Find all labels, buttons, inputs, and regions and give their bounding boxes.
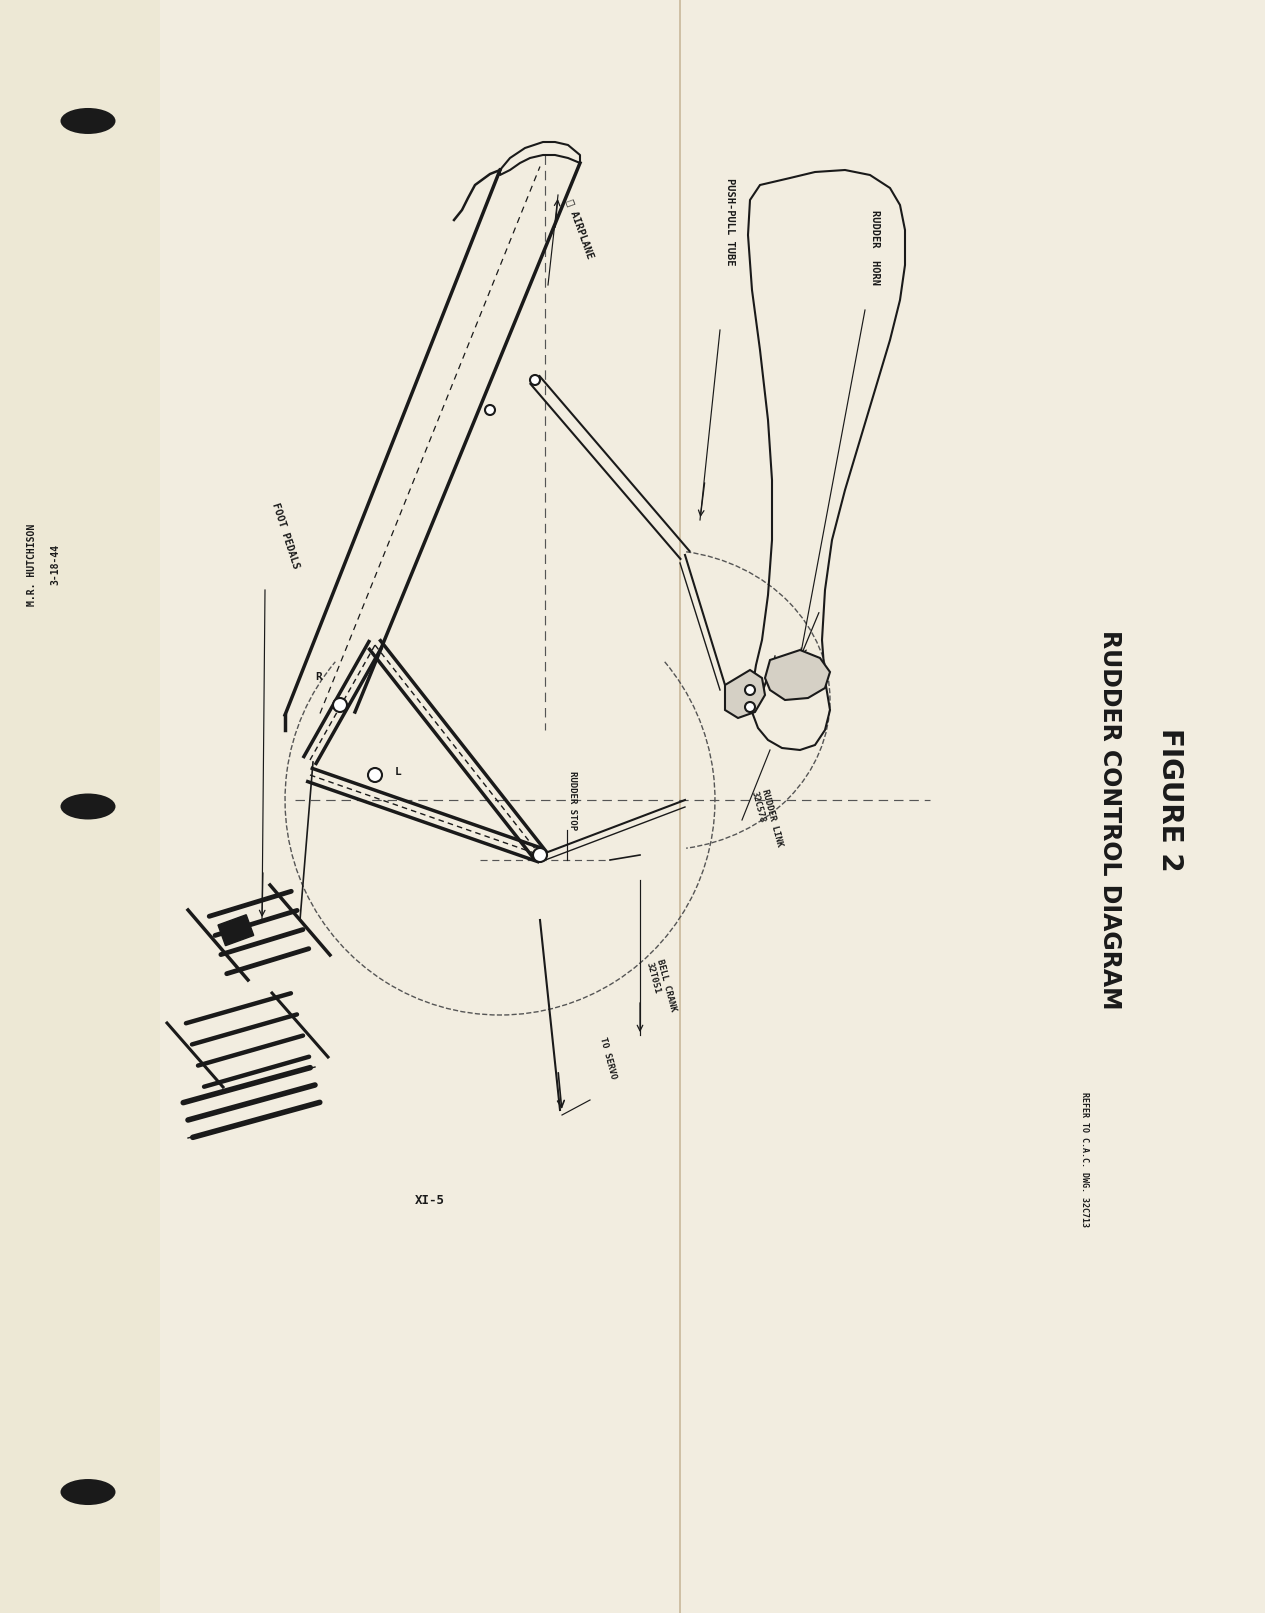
Bar [0, 0, 159, 1613]
Text: XI-5: XI-5 [415, 1194, 445, 1207]
Text: RUDDER STOP: RUDDER STOP [568, 771, 577, 831]
Ellipse shape [61, 794, 115, 819]
Circle shape [368, 768, 382, 782]
Text: FOOT PEDALS: FOOT PEDALS [269, 502, 301, 569]
Circle shape [745, 686, 755, 695]
Circle shape [745, 702, 755, 711]
Text: PUSH-PULL TUBE: PUSH-PULL TUBE [725, 177, 735, 265]
Text: ℄ AIRPLANE: ℄ AIRPLANE [565, 198, 596, 260]
Circle shape [530, 374, 540, 386]
Text: RUDDER  HORN: RUDDER HORN [870, 210, 880, 286]
Circle shape [333, 698, 347, 711]
Text: BELL CRANK
32T051: BELL CRANK 32T051 [645, 958, 678, 1015]
Polygon shape [725, 669, 765, 718]
Text: REFER TO C.A.C. DWG. 32C713: REFER TO C.A.C. DWG. 32C713 [1080, 1092, 1089, 1227]
Text: TO SERVO: TO SERVO [598, 1036, 617, 1081]
Ellipse shape [61, 108, 115, 134]
Text: RUDDER LINK
32C578: RUDDER LINK 32C578 [750, 787, 784, 850]
Text: RUDDER CONTROL DIAGRAM: RUDDER CONTROL DIAGRAM [1098, 631, 1122, 1010]
Bar [218, 915, 254, 945]
Text: M.R. HUTCHISON: M.R. HUTCHISON [27, 524, 37, 605]
Text: 3-18-44: 3-18-44 [51, 544, 59, 586]
Circle shape [484, 405, 495, 415]
Text: FIGURE 2: FIGURE 2 [1156, 727, 1184, 871]
Circle shape [533, 848, 546, 861]
Ellipse shape [61, 1479, 115, 1505]
Text: R: R [315, 673, 321, 682]
Polygon shape [765, 650, 830, 700]
Text: L: L [395, 768, 402, 777]
